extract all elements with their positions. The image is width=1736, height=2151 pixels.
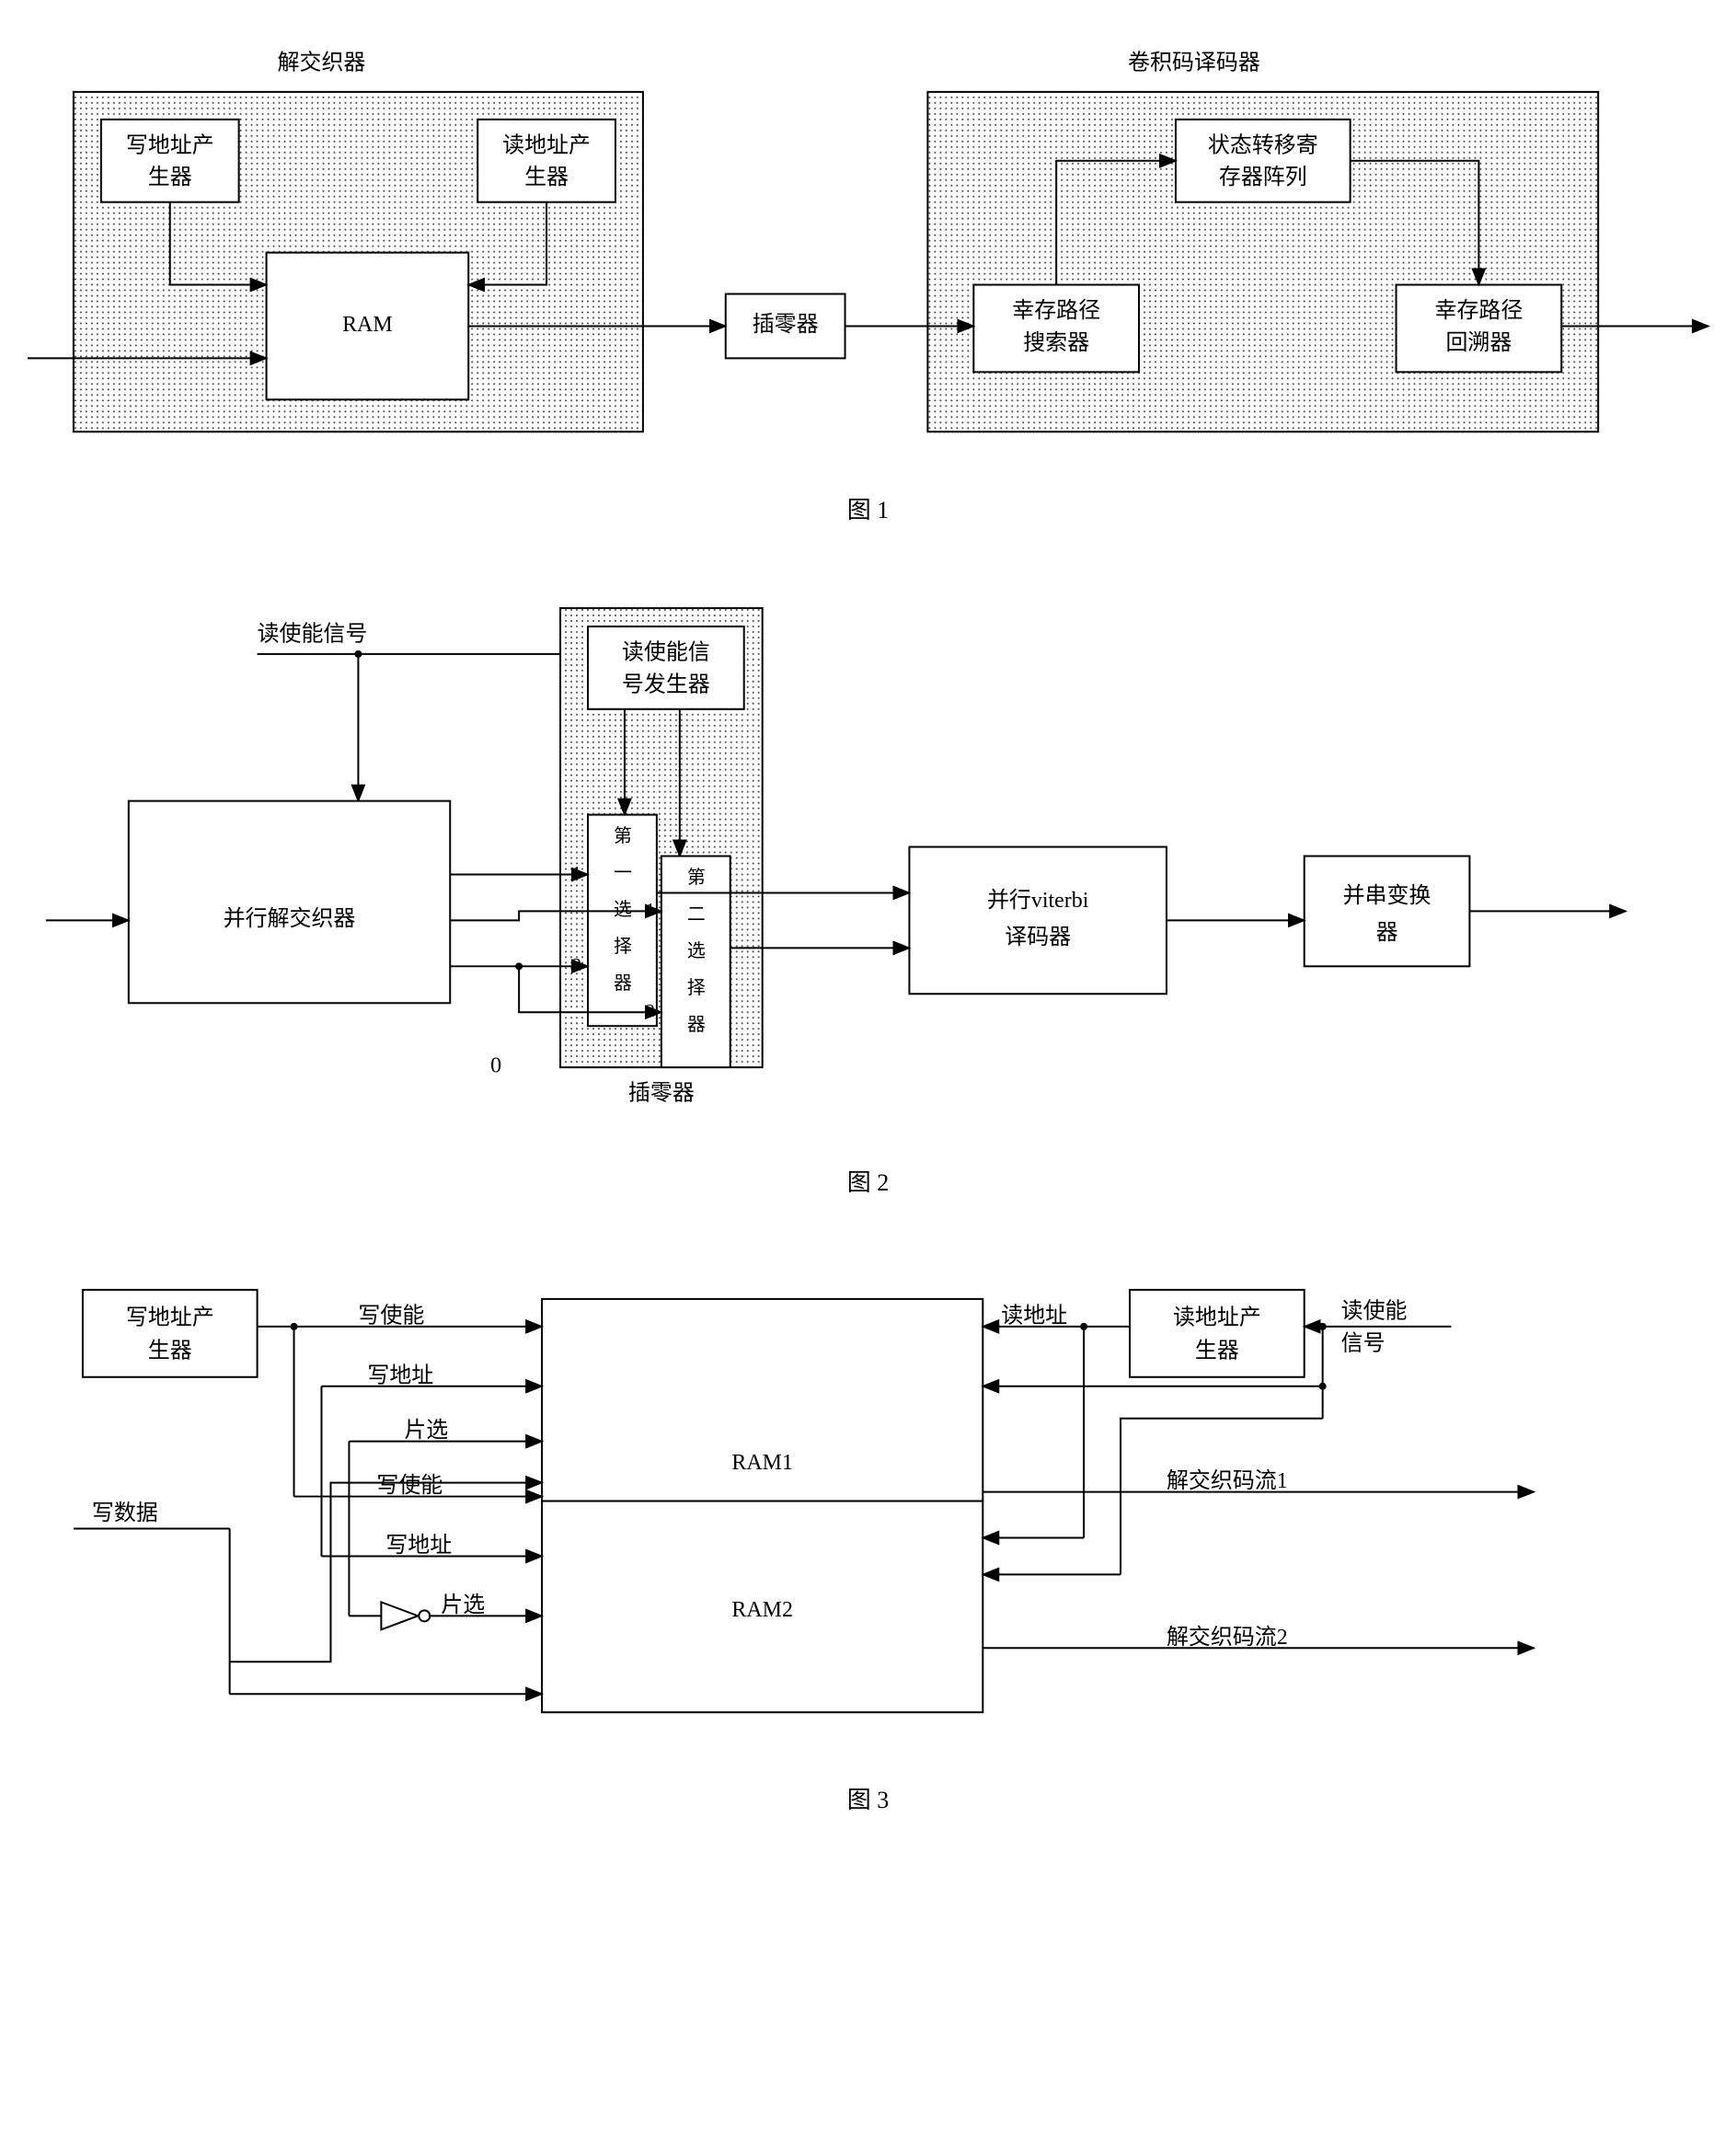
wag3-l2: 生器: [148, 1338, 192, 1363]
sel2-port1: 1: [646, 900, 655, 920]
parser-l1: 并串变换: [1343, 883, 1431, 908]
fig3-svg: 写地址产 生器 读地址产 生器 RAM1 RAM2 写使能 写地址 片选 写使能…: [18, 1253, 1718, 1767]
we2-label: 写使能: [376, 1473, 443, 1498]
sel2-l5: 器: [687, 1015, 706, 1035]
dot-ren2: [1319, 1383, 1327, 1390]
write-addr-gen-box-3: [83, 1290, 258, 1377]
viterbi-l2: 译码器: [1005, 926, 1071, 949]
read-enable-gen-l2: 号发生器: [622, 672, 710, 696]
ram-label: RAM: [342, 313, 393, 337]
we1-label: 写使能: [358, 1304, 424, 1329]
sel1-l1: 第: [614, 825, 632, 846]
sel1-l5: 器: [614, 973, 632, 994]
dot-ren1: [1319, 1323, 1327, 1330]
stream1-label: 解交织码流1: [1167, 1468, 1288, 1493]
stream2-label: 解交织码流2: [1167, 1625, 1288, 1650]
viterbi-box: [909, 847, 1167, 995]
sel1-port2: 2: [572, 955, 581, 975]
traceback-box: [1397, 285, 1562, 373]
line-ren-down: [1121, 1419, 1323, 1575]
fig2-svg: 读使能信号 读使能信 号发生器 并行解交织器 第 一 选 择 器 1 2 第 二…: [18, 581, 1718, 1150]
parallel-deinterleaver-label: 并行解交织器: [224, 906, 356, 931]
parser-box: [1305, 857, 1470, 967]
sel1-l2: 一: [614, 863, 632, 883]
inverter-bubble: [419, 1611, 430, 1622]
sel2-l3: 选: [687, 940, 706, 961]
write-data-label: 写数据: [92, 1501, 158, 1525]
viterbi-l1: 并行viterbi: [987, 888, 1089, 913]
zero-label: 0: [490, 1054, 501, 1078]
sel2-l1: 第: [687, 867, 706, 888]
fig3-label: 图 3: [18, 1781, 1718, 1815]
rag3-l1: 读地址产: [1173, 1306, 1261, 1330]
read-addr-gen-l1: 读地址产: [502, 132, 591, 157]
dot-ra: [1080, 1323, 1087, 1330]
wa2-label: 写地址: [385, 1533, 452, 1558]
write-addr-gen-l2: 生器: [148, 165, 192, 190]
sel2-l4: 择: [687, 977, 706, 998]
read-enable-signal-label: 读使能信号: [258, 622, 368, 647]
survivor-search-l1: 幸存路径: [1012, 298, 1100, 323]
zero-inserter-label: 插零器: [628, 1081, 695, 1106]
ram2-label: RAM2: [731, 1598, 793, 1622]
sel2-port2: 2: [646, 1001, 655, 1021]
parser-l2: 器: [1376, 921, 1398, 945]
ram1-label: RAM1: [731, 1451, 793, 1475]
sel1-port1: 1: [572, 863, 581, 883]
traceback-l1: 幸存路径: [1435, 298, 1523, 323]
read-addr-gen-l2: 生器: [524, 165, 569, 190]
wa1-label: 写地址: [367, 1363, 433, 1387]
read-addr-gen-box-3: [1130, 1290, 1305, 1377]
fig1-svg: 解交织器 写地址产 生器 读地址产 生器 RAM 插零器 卷积码译码器 幸存路径…: [18, 18, 1718, 477]
figure-2: 读使能信号 读使能信 号发生器 并行解交织器 第 一 选 择 器 1 2 第 二…: [18, 581, 1718, 1198]
state-reg-l2: 存器阵列: [1219, 165, 1307, 190]
sel1-l3: 选: [614, 899, 632, 920]
state-reg-l1: 状态转移寄: [1208, 132, 1318, 157]
read-enable-l2: 信号: [1341, 1331, 1385, 1356]
sel1-l4: 择: [614, 936, 632, 957]
deinterleaver-title: 解交织器: [278, 50, 366, 75]
read-enable-gen-l1: 读使能信: [622, 640, 710, 665]
sel2-l2: 二: [687, 904, 706, 925]
zero-inserter-label: 插零器: [753, 312, 819, 337]
inverter-triangle: [381, 1603, 418, 1630]
read-addr-label: 读地址: [1001, 1304, 1067, 1329]
read-enable-l1: 读使能: [1341, 1299, 1408, 1324]
arrow-wdata-ram1: [230, 1483, 542, 1662]
figure-3: 写地址产 生器 读地址产 生器 RAM1 RAM2 写使能 写地址 片选 写使能…: [18, 1253, 1718, 1815]
survivor-search-l2: 搜索器: [1023, 330, 1089, 355]
write-addr-gen-l1: 写地址产: [126, 132, 214, 157]
rag3-l2: 生器: [1195, 1338, 1239, 1363]
parallel-deinterleaver-box: [129, 801, 450, 1004]
cs1-label: 片选: [404, 1418, 448, 1443]
fig1-label: 图 1: [18, 491, 1718, 525]
traceback-l2: 回溯器: [1445, 330, 1512, 355]
wag3-l1: 写地址产: [126, 1306, 214, 1330]
conv-decoder-title: 卷积码译码器: [1128, 50, 1260, 75]
cs2-label: 片选: [441, 1593, 485, 1617]
figure-1: 解交织器 写地址产 生器 读地址产 生器 RAM 插零器 卷积码译码器 幸存路径…: [18, 18, 1718, 525]
survivor-search-box: [973, 285, 1139, 373]
fig2-label: 图 2: [18, 1164, 1718, 1198]
